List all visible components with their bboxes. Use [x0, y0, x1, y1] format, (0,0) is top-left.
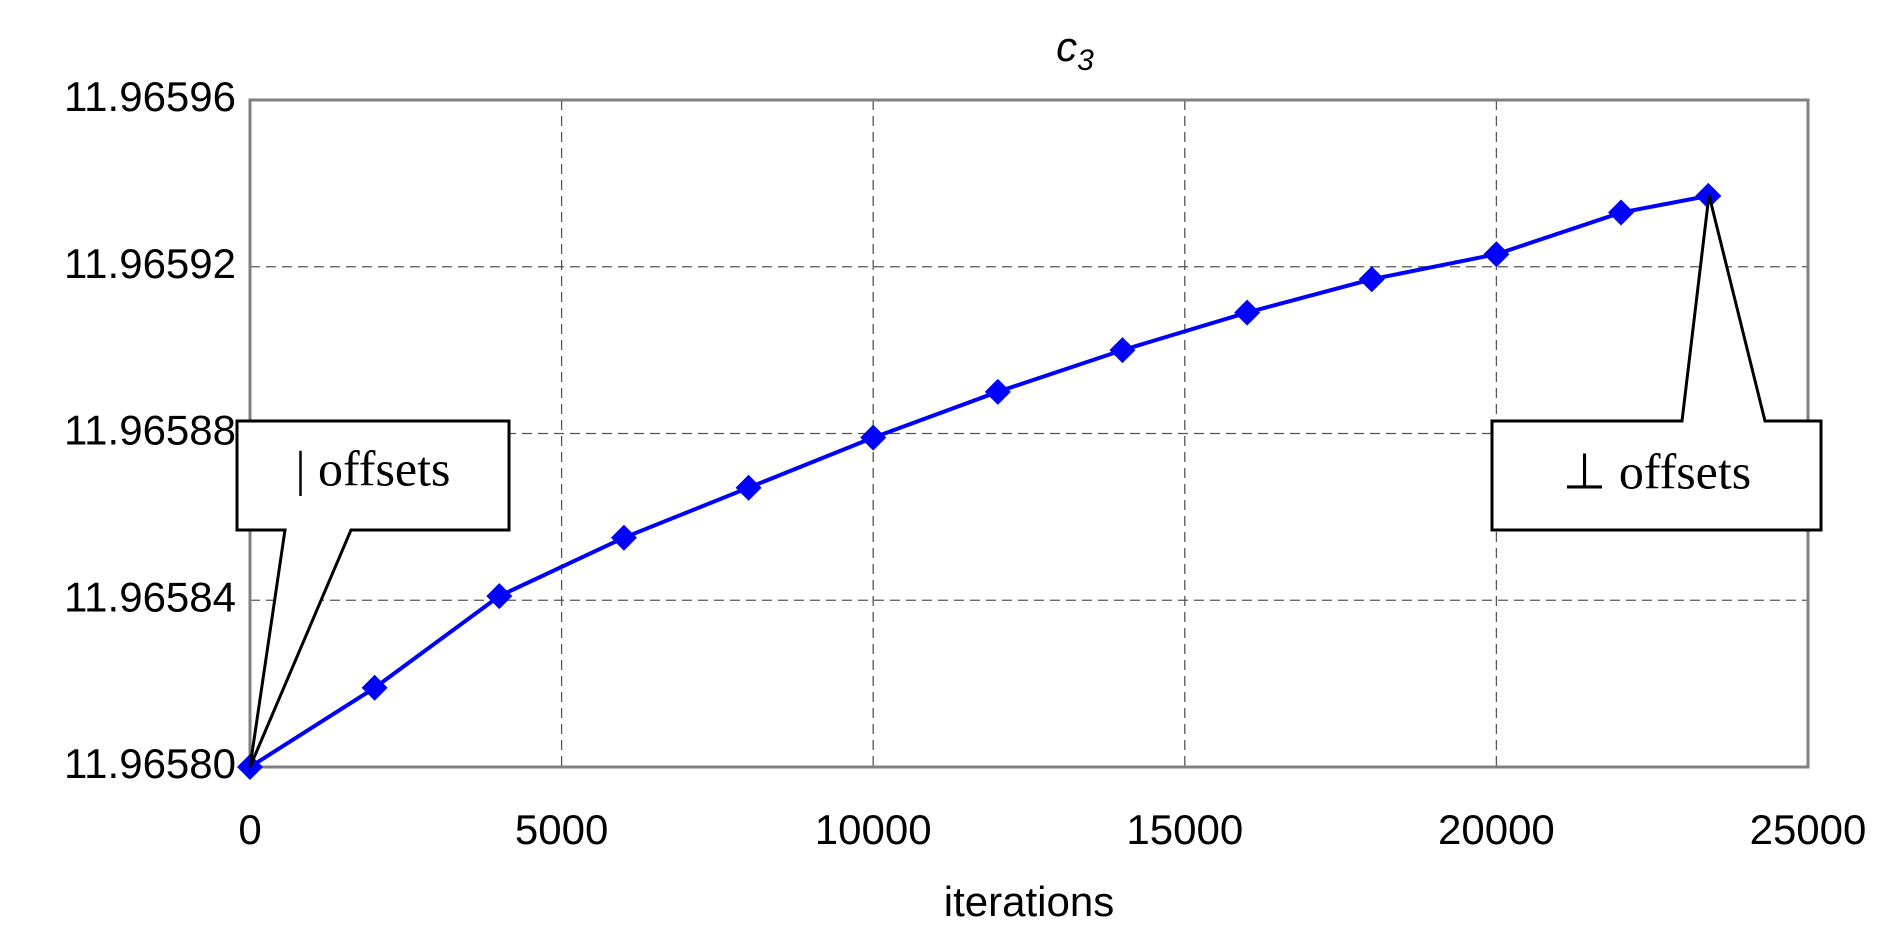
y-tick-label: 11.96596 — [64, 73, 236, 120]
title-base: c — [1056, 23, 1077, 70]
chart-title: c3 — [1056, 23, 1094, 77]
y-tick-label: 11.96580 — [64, 740, 236, 787]
callout — [235, 419, 511, 768]
annotation: ⊥ offsets — [1563, 443, 1751, 499]
data-point — [735, 474, 762, 501]
marks — [237, 182, 1722, 780]
data-point — [860, 424, 887, 451]
y-tick-label: 11.96592 — [64, 240, 236, 287]
x-tick-label: 10000 — [815, 806, 932, 853]
x-tick-label: 25000 — [1750, 806, 1867, 853]
x-axis-label: iterations — [944, 878, 1114, 925]
title-subscript: 3 — [1077, 44, 1094, 77]
x-tick-label: 5000 — [515, 806, 608, 853]
data-point — [984, 378, 1011, 405]
data-point — [1358, 266, 1385, 293]
y-tick-label: 11.96588 — [64, 407, 236, 454]
data-point — [1483, 241, 1510, 268]
x-tick-label: 15000 — [1126, 806, 1243, 853]
data-point — [610, 524, 637, 551]
x-tick-label: 20000 — [1438, 806, 1555, 853]
data-point — [1109, 337, 1136, 364]
data-point — [1234, 299, 1261, 326]
data-point — [361, 674, 388, 701]
annotation: | offsets — [296, 440, 451, 496]
y-tick-label: 11.96584 — [64, 573, 236, 620]
data-point — [1608, 199, 1635, 226]
callout — [1490, 194, 1823, 532]
data-point — [486, 583, 513, 610]
x-tick-label: 0 — [238, 806, 261, 853]
